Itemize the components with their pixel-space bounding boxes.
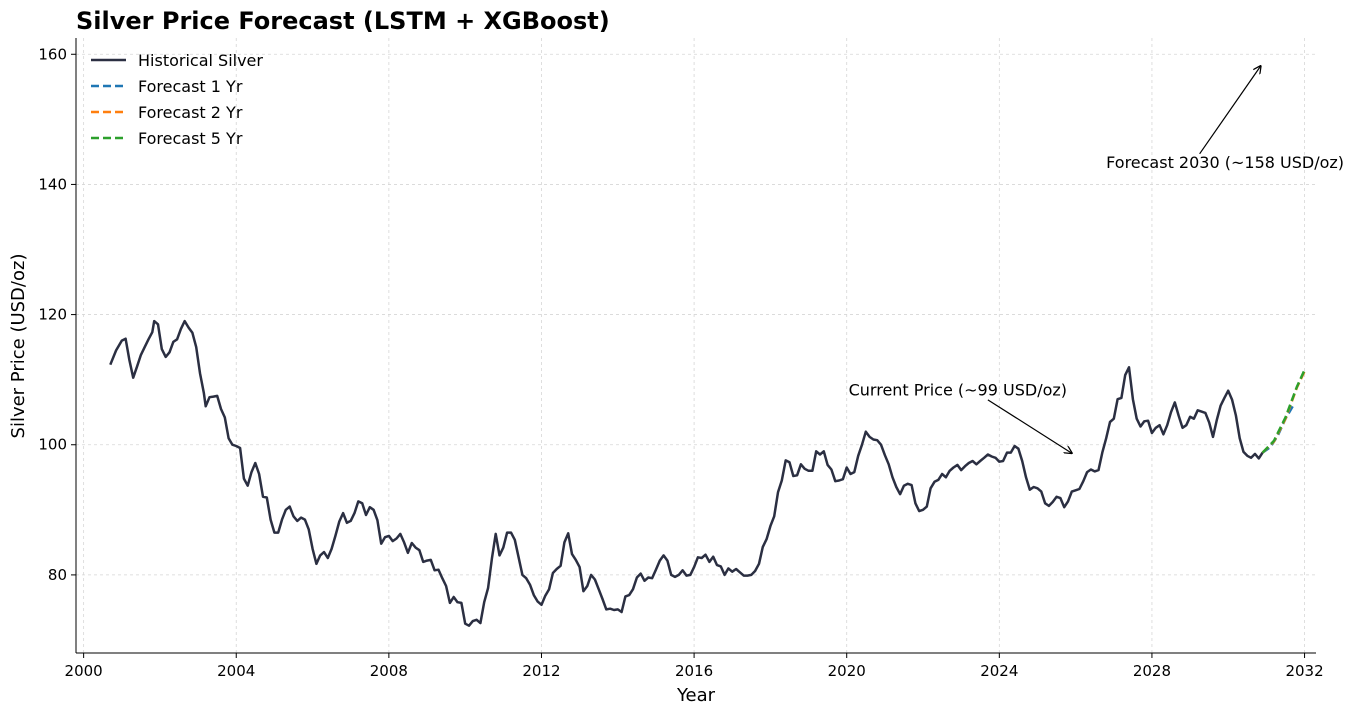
y-tick-label-2: 120 xyxy=(38,306,67,324)
y-tick-label-4: 160 xyxy=(38,45,67,63)
x-tick-label-0: 2000 xyxy=(65,662,103,680)
x-tick-label-5: 2020 xyxy=(828,662,866,680)
grid xyxy=(76,38,1316,653)
x-tick-label-2: 2008 xyxy=(370,662,408,680)
annotation-text-1: Forecast 2030 (~158 USD/oz) xyxy=(1106,153,1344,172)
y-tick-label-3: 140 xyxy=(38,175,67,193)
y-tick-label-0: 80 xyxy=(48,566,67,584)
series-line-historical-silver xyxy=(109,319,1264,627)
legend-label-0: Historical Silver xyxy=(138,51,263,70)
x-tick-label-3: 2012 xyxy=(522,662,560,680)
legend-label-2: Forecast 2 Yr xyxy=(138,103,243,122)
series-line-forecast-5-yr xyxy=(1261,369,1306,454)
legend: Historical Silver Forecast 1 Yr Forecast 2… xyxy=(91,51,263,148)
y-tick-label-1: 100 xyxy=(38,436,67,454)
chart-title: Silver Price Forecast (LSTM + XGBoost) xyxy=(76,7,610,35)
x-axis-label: Year xyxy=(676,685,716,706)
annotation-arrow-1 xyxy=(1199,66,1261,155)
legend-label-3: Forecast 5 Yr xyxy=(138,129,243,148)
y-axis-label: Silver Price (USD/oz) xyxy=(8,254,29,439)
x-tick-label-6: 2024 xyxy=(980,662,1018,680)
x-tick-label-7: 2028 xyxy=(1133,662,1171,680)
annotation-text-0: Current Price (~99 USD/oz) xyxy=(849,380,1067,399)
x-tick-label-1: 2004 xyxy=(217,662,255,680)
axes: 2000 2004 2008 2012 2016 2020 2024 2028 2032 80 10… xyxy=(38,38,1324,680)
annotation-arrow-0 xyxy=(987,399,1072,453)
legend-label-1: Forecast 1 Yr xyxy=(138,77,243,96)
x-tick-label-8: 2032 xyxy=(1285,662,1323,680)
series-layer xyxy=(109,319,1306,627)
x-tick-label-4: 2016 xyxy=(675,662,713,680)
annotations: Current Price (~99 USD/oz) Forecast 2030 … xyxy=(849,66,1344,453)
